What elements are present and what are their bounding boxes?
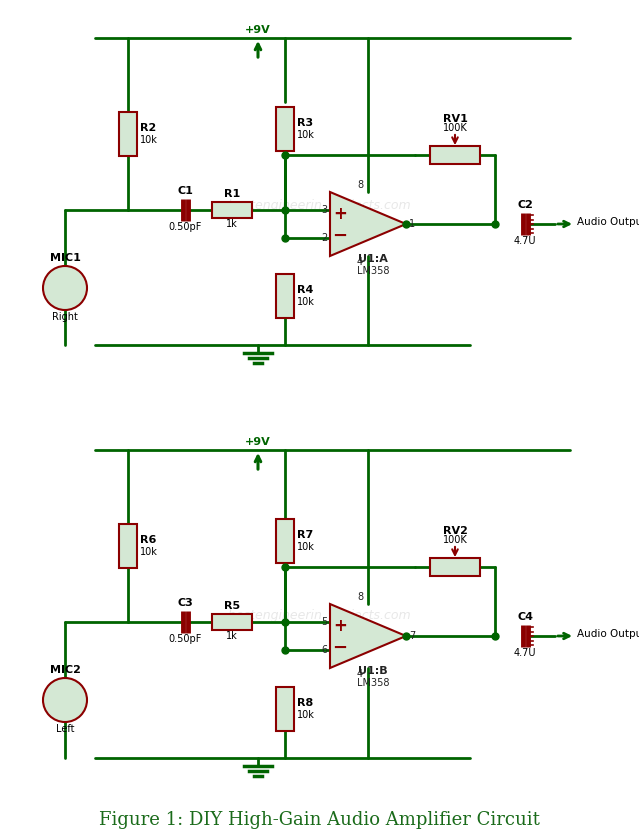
Bar <box>119 112 137 156</box>
Text: 100K: 100K <box>443 535 467 545</box>
Text: 10k: 10k <box>140 547 158 557</box>
Text: 8: 8 <box>357 592 363 602</box>
Text: C1: C1 <box>177 186 193 196</box>
Bar <box>276 107 294 151</box>
Text: MIC2: MIC2 <box>50 665 81 675</box>
Text: +: + <box>333 617 347 635</box>
Text: 100K: 100K <box>443 123 467 133</box>
Text: 4.7U: 4.7U <box>514 236 536 246</box>
Text: R8: R8 <box>297 698 313 708</box>
Text: LM358: LM358 <box>357 266 389 276</box>
Text: 1k: 1k <box>226 219 238 229</box>
Text: LM358: LM358 <box>357 678 389 688</box>
Circle shape <box>43 678 87 722</box>
Circle shape <box>43 266 87 310</box>
Text: +9V: +9V <box>245 25 271 35</box>
Text: RV1: RV1 <box>443 114 468 124</box>
Text: 0.50pF: 0.50pF <box>168 222 202 232</box>
Text: 10k: 10k <box>297 130 315 140</box>
Text: Audio Output Left: Audio Output Left <box>577 629 639 639</box>
Polygon shape <box>330 604 406 668</box>
Text: C2: C2 <box>517 200 533 210</box>
Text: 5: 5 <box>321 617 327 627</box>
Text: 1: 1 <box>409 219 415 229</box>
Text: 4.7U: 4.7U <box>514 648 536 658</box>
Text: C4: C4 <box>517 612 533 622</box>
Text: 1k: 1k <box>226 631 238 641</box>
Bar <box>212 614 252 630</box>
Text: C3: C3 <box>177 598 193 608</box>
Text: U1:A: U1:A <box>358 254 388 264</box>
Bar <box>430 146 480 164</box>
Text: 8: 8 <box>357 180 363 190</box>
Bar <box>276 274 294 318</box>
Text: R4: R4 <box>297 285 313 295</box>
Text: 0.50pF: 0.50pF <box>168 634 202 644</box>
Text: +9V: +9V <box>245 437 271 447</box>
Text: R2: R2 <box>140 123 157 133</box>
Text: −: − <box>332 227 348 245</box>
Bar <box>212 202 252 218</box>
Text: R5: R5 <box>224 601 240 611</box>
Text: +: + <box>333 205 347 223</box>
Text: Right: Right <box>52 312 78 322</box>
Text: 4: 4 <box>357 669 363 679</box>
Text: bestengineerin  projects.com: bestengineerin projects.com <box>227 198 410 212</box>
Text: R3: R3 <box>297 118 313 128</box>
Bar <box>119 524 137 568</box>
Text: 10k: 10k <box>297 297 315 307</box>
Polygon shape <box>330 192 406 256</box>
Text: Left: Left <box>56 724 74 734</box>
Text: 3: 3 <box>321 205 327 215</box>
Text: −: − <box>332 639 348 657</box>
Text: 10k: 10k <box>297 542 315 552</box>
Text: R1: R1 <box>224 189 240 199</box>
Text: 2: 2 <box>321 233 327 243</box>
Text: 10k: 10k <box>140 135 158 145</box>
Text: R7: R7 <box>297 530 313 540</box>
Text: Figure 1: DIY High-Gain Audio Amplifier Circuit: Figure 1: DIY High-Gain Audio Amplifier … <box>98 811 539 829</box>
Text: 6: 6 <box>321 645 327 655</box>
Bar <box>430 558 480 576</box>
Bar <box>276 687 294 731</box>
Text: bestengineerin  projects.com: bestengineerin projects.com <box>227 608 410 622</box>
Text: 4: 4 <box>357 257 363 267</box>
Text: Audio Output Right: Audio Output Right <box>577 217 639 227</box>
Text: RV2: RV2 <box>443 526 468 536</box>
Text: 10k: 10k <box>297 710 315 720</box>
Text: MIC1: MIC1 <box>50 253 81 263</box>
Text: U1:B: U1:B <box>358 666 388 676</box>
Bar <box>276 519 294 563</box>
Text: 7: 7 <box>409 631 415 641</box>
Text: R6: R6 <box>140 535 157 545</box>
